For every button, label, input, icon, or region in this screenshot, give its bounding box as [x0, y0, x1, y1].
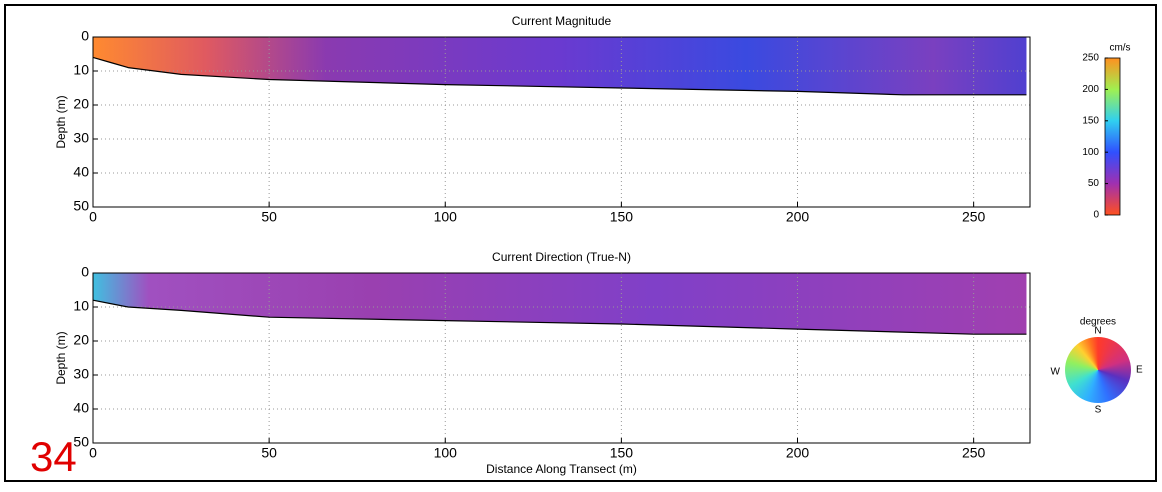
x-tick-label: 50: [261, 445, 277, 461]
x-tick-label: 250: [962, 445, 986, 461]
compass-direction: S: [1095, 405, 1102, 416]
x-tick-label: 250: [962, 209, 986, 225]
y-tick-label: 0: [81, 28, 89, 44]
compass-label: degrees: [1080, 317, 1116, 328]
colorbar-tick-label: 0: [1093, 210, 1099, 221]
y-tick-label: 10: [73, 62, 89, 78]
bottom-line: [92, 56, 1027, 96]
colorbar-tick-label: 200: [1082, 84, 1099, 95]
figure-border: [4, 4, 1157, 482]
x-tick-label: 100: [434, 445, 458, 461]
x-tick-label: 100: [434, 209, 458, 225]
colorbar-tick-label: 150: [1082, 115, 1099, 126]
x-tick-label: 150: [610, 445, 634, 461]
chart-title: Current Direction (True-N): [492, 250, 631, 264]
compass-direction: N: [1094, 326, 1101, 337]
y-tick-label: 40: [73, 400, 89, 416]
compass-wheel: [1065, 337, 1131, 403]
y-tick-label: 30: [73, 130, 89, 146]
colorbar-tick-label: 250: [1082, 53, 1099, 64]
y-axis-label: Depth (m): [54, 331, 68, 384]
y-tick-label: 0: [81, 264, 89, 280]
x-tick-label: 150: [610, 209, 634, 225]
page-label: 34: [30, 433, 77, 480]
heatmap-field: [93, 37, 1027, 95]
colorbar-label: cm/s: [1109, 43, 1130, 54]
y-tick-label: 10: [73, 298, 89, 314]
x-tick-label: 0: [89, 209, 97, 225]
x-tick-label: 50: [261, 209, 277, 225]
plot-frame: [92, 36, 1031, 208]
x-tick-label: 200: [786, 209, 810, 225]
y-axis-label: Depth (m): [54, 95, 68, 148]
y-tick-label: 20: [73, 96, 89, 112]
bottom-line: [92, 299, 1027, 335]
heatmap-field: [93, 273, 1027, 335]
compass-direction: E: [1136, 365, 1143, 376]
colorbar-tick-label: 100: [1082, 147, 1099, 158]
x-tick-label: 0: [89, 445, 97, 461]
compass-direction: W: [1051, 367, 1061, 378]
chart-title: Current Magnitude: [512, 14, 612, 28]
y-tick-label: 20: [73, 332, 89, 348]
y-tick-label: 50: [73, 434, 89, 450]
y-tick-label: 30: [73, 366, 89, 382]
colorbar: [1104, 57, 1121, 216]
x-axis-label: Distance Along Transect (m): [486, 462, 637, 476]
y-tick-label: 50: [73, 198, 89, 214]
y-tick-label: 40: [73, 164, 89, 180]
x-tick-label: 200: [786, 445, 810, 461]
plot-frame: [92, 272, 1031, 444]
colorbar-tick-label: 50: [1088, 178, 1100, 189]
